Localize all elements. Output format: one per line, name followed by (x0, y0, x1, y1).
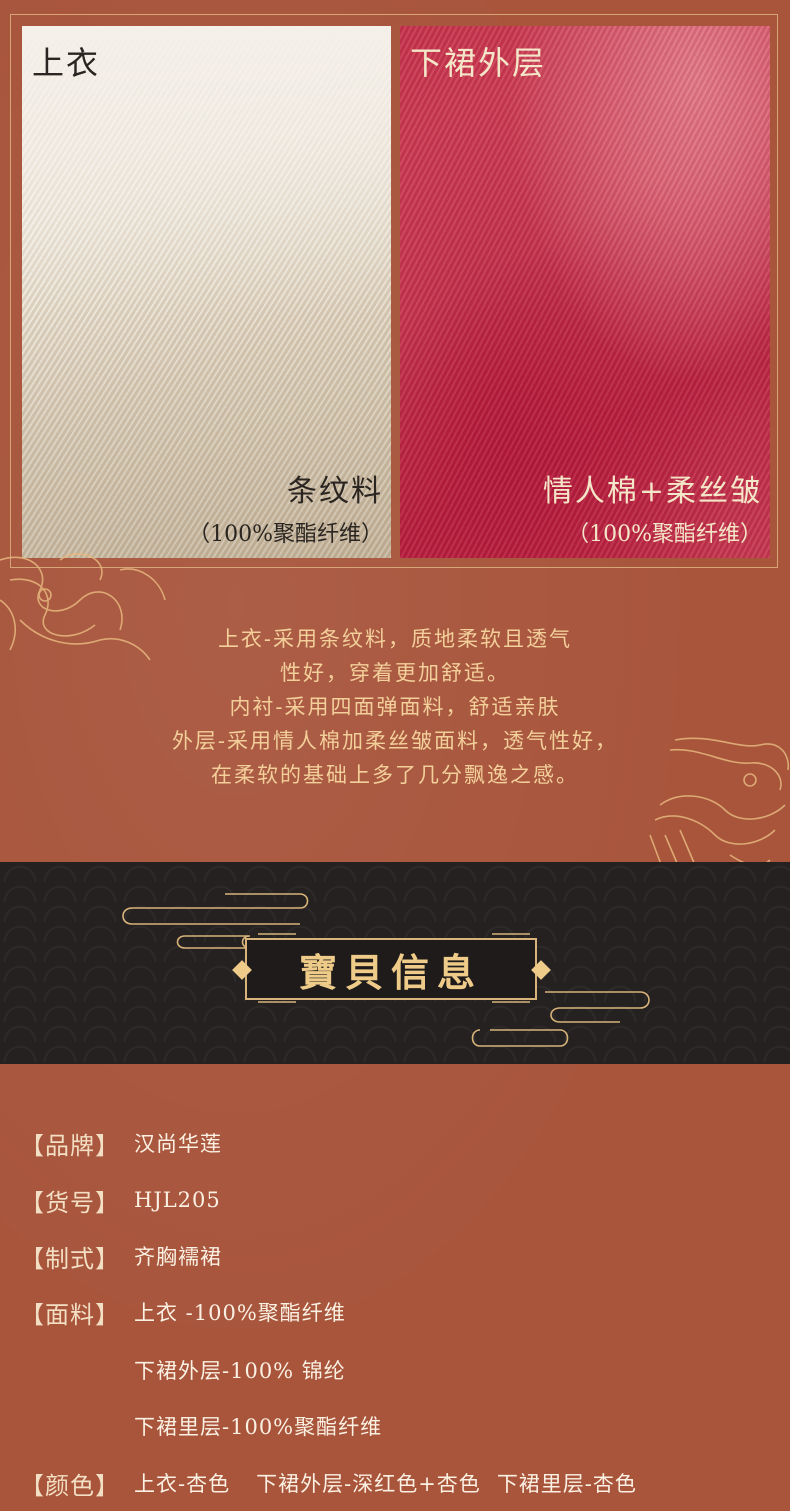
skirt-fabric-swatch: 下裙外层 情人棉+柔丝皱 （100%聚酯纤维） (400, 26, 770, 558)
sku-value: HJL205 (134, 1188, 221, 1212)
info-row-color: 【颜色】 上衣-杏色 下裙外层-深红色+杏色 下裙里层-杏色 (20, 1463, 780, 1503)
fabric-value-skirt-inner: 下裙里层-100%聚酯纤维 (134, 1415, 383, 1439)
skirt-fabric-caption: 情人棉+柔丝皱 （100%聚酯纤维） (543, 466, 762, 548)
color-value: 上衣-杏色 下裙外层-深红色+杏色 下裙里层-杏色 (134, 1468, 637, 1498)
color-key: 【颜色】 (20, 1471, 120, 1500)
top-fabric-swatch: 上衣 条纹料 （100%聚酯纤维） (22, 26, 391, 558)
description-line: 上衣-采用条纹料，质地柔软且透气 (217, 627, 573, 651)
brand-key: 【品牌】 (20, 1131, 120, 1160)
info-row-fabric-3: 下裙里层-100%聚酯纤维 (20, 1406, 780, 1446)
description-line: 内衬-采用四面弹面料，舒适亲肤 (229, 695, 561, 719)
brand-value: 汉尚华莲 (134, 1132, 222, 1156)
left-dragon-ornament (0, 553, 166, 661)
fabric-key: 【面料】 (20, 1300, 120, 1329)
cloud-scroll-ornament (122, 893, 650, 1047)
color-value-skirt-inner: 下裙里层-杏色 (496, 1472, 637, 1496)
skirt-fabric-title: 下裙外层 (410, 44, 547, 82)
info-row-fabric: 【面料】 上衣 -100%聚酯纤维 (20, 1292, 780, 1332)
fabric-value-skirt-outer: 下裙外层-100% 锦纶 (134, 1359, 346, 1383)
banner-plaque: 寶貝信息 (245, 938, 537, 1000)
sku-key: 【货号】 (20, 1188, 120, 1217)
color-value-top: 上衣-杏色 (134, 1472, 231, 1496)
info-row-style: 【制式】 齐胸襦裙 (20, 1236, 780, 1276)
top-fabric-caption: 条纹料 （100%聚酯纤维） (188, 466, 383, 548)
top-fabric-name: 条纹料 (287, 474, 383, 509)
fabric-value-top: 上衣 -100%聚酯纤维 (134, 1301, 346, 1325)
top-fabric-spec: （100%聚酯纤维） (188, 522, 383, 547)
color-value-skirt-outer: 下裙外层-深红色+杏色 (256, 1472, 481, 1496)
description-line: 性好，穿着更加舒适。 (280, 661, 510, 685)
section-banner (0, 862, 790, 1064)
skirt-fabric-spec: （100%聚酯纤维） (567, 522, 762, 547)
top-fabric-title: 上衣 (32, 44, 101, 82)
fabric-description: 上衣-采用条纹料，质地柔软且透气 性好，穿着更加舒适。 内衬-采用四面弹面料，舒… (0, 622, 790, 792)
info-row-fabric-2: 下裙外层-100% 锦纶 (20, 1350, 780, 1390)
description-line: 外层-采用情人棉加柔丝皱面料，透气性好， (171, 729, 619, 753)
description-line: 在柔软的基础上多了几分飘逸之感。 (211, 763, 579, 787)
info-row-sku: 【货号】 HJL205 (20, 1180, 780, 1220)
info-row-brand: 【品牌】 汉尚华莲 (20, 1123, 780, 1163)
fabric-frame (10, 14, 778, 568)
skirt-fabric-name: 情人棉+柔丝皱 (542, 474, 762, 509)
style-value: 齐胸襦裙 (134, 1245, 222, 1269)
banner-title: 寶貝信息 (298, 949, 483, 995)
style-key: 【制式】 (20, 1244, 120, 1273)
